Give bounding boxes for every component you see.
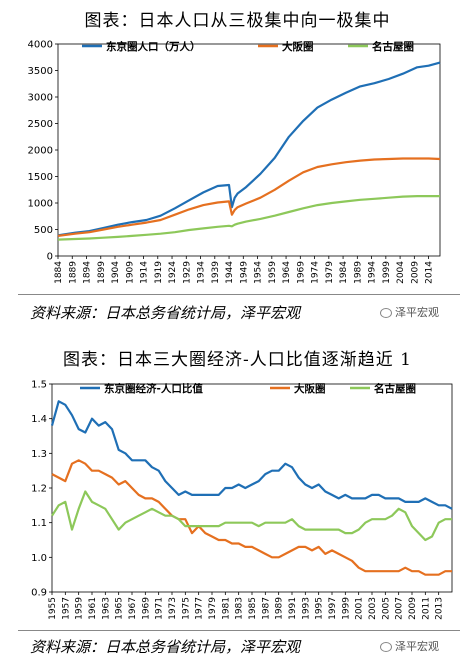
x-tick-label: 2011 — [421, 597, 431, 620]
x-tick-label: 1991 — [288, 597, 298, 620]
chart1-source: 资料来源：日本总务省统计局，泽平宏观 — [30, 304, 301, 322]
x-tick-label: 1961 — [88, 597, 98, 620]
x-tick-label: 1964 — [282, 261, 292, 284]
y-tick-label: 3500 — [28, 66, 53, 77]
x-tick-label: 1965 — [115, 597, 125, 620]
x-tick-label: 1989 — [353, 261, 363, 284]
x-tick-label: 1884 — [54, 261, 64, 284]
x-tick-label: 1924 — [168, 261, 178, 284]
x-tick-label: 1995 — [315, 597, 325, 620]
x-tick-label: 1954 — [254, 261, 264, 284]
legend-label: 东京圈人口（万人） — [106, 40, 201, 53]
x-tick-label: 1894 — [83, 261, 93, 284]
x-tick-label: 2013 — [435, 597, 445, 620]
x-tick-label: 1979 — [208, 597, 218, 620]
x-tick-label: 1909 — [125, 261, 135, 284]
y-tick-label: 1.0 — [31, 553, 47, 564]
y-tick-label: 1500 — [28, 172, 53, 183]
legend-label: 大阪圈 — [282, 40, 314, 53]
x-tick-label: 1987 — [261, 597, 271, 620]
x-tick-label: 1889 — [68, 261, 78, 284]
watermark: 泽平宏观 — [380, 638, 439, 654]
x-tick-label: 1957 — [61, 597, 71, 620]
x-tick-label: 1999 — [382, 261, 392, 284]
x-tick-label: 1969 — [141, 597, 151, 620]
x-tick-label: 1939 — [211, 261, 221, 284]
x-tick-label: 1997 — [328, 597, 338, 620]
legend-label: 东京圈经济-人口比值 — [104, 382, 203, 395]
series-line — [51, 490, 452, 542]
x-tick-label: 1975 — [181, 597, 191, 620]
x-tick-label: 1999 — [341, 597, 351, 620]
legend-label: 名古屋圈 — [374, 382, 416, 395]
x-tick-label: 1955 — [48, 597, 58, 620]
x-tick-label: 2007 — [395, 597, 405, 620]
y-tick-label: 1.4 — [31, 414, 47, 425]
x-tick-label: 1993 — [301, 597, 311, 620]
x-tick-label: 1904 — [111, 261, 121, 284]
series-line — [51, 459, 452, 576]
y-tick-label: 0 — [47, 252, 53, 263]
series-line — [57, 157, 441, 237]
x-tick-label: 1977 — [195, 597, 205, 620]
watermark: 泽平宏观 — [380, 304, 439, 320]
x-tick-label: 2009 — [410, 261, 420, 284]
x-tick-label: 1959 — [75, 597, 85, 620]
y-tick-label: 1000 — [28, 199, 53, 210]
x-tick-label: 2003 — [368, 597, 378, 620]
y-tick-label: 2000 — [28, 146, 53, 157]
wechat-icon — [380, 642, 392, 652]
y-tick-label: 2500 — [28, 119, 53, 130]
x-tick-label: 2001 — [355, 597, 365, 620]
y-tick-label: 3000 — [28, 93, 53, 104]
x-tick-label: 2004 — [396, 261, 406, 284]
x-tick-label: 1919 — [154, 261, 164, 284]
chart1-title: 图表：日本人口从三极集中向一极集中 — [84, 11, 391, 31]
x-tick-label: 1949 — [239, 261, 249, 284]
x-tick-label: 2005 — [381, 597, 391, 620]
x-tick-label: 1983 — [235, 597, 245, 620]
y-tick-label: 1.5 — [31, 380, 47, 391]
x-tick-label: 1899 — [97, 261, 107, 284]
x-tick-label: 2009 — [408, 597, 418, 620]
x-tick-label: 1944 — [225, 261, 235, 284]
wechat-icon — [380, 308, 392, 318]
y-tick-label: 500 — [34, 225, 53, 236]
y-tick-label: 4000 — [28, 40, 53, 51]
divider — [18, 294, 460, 295]
y-tick-label: 1.2 — [31, 484, 47, 495]
legend-label: 名古屋圈 — [372, 40, 414, 53]
x-tick-label: 1963 — [101, 597, 111, 620]
divider — [18, 630, 460, 631]
x-tick-label: 1989 — [275, 597, 285, 620]
series-line — [57, 195, 440, 241]
x-tick-label: 1934 — [197, 261, 207, 284]
x-tick-label: 1979 — [325, 261, 335, 284]
x-tick-label: 1971 — [155, 597, 165, 620]
series-line — [57, 61, 441, 237]
legend-label: 大阪圈 — [294, 382, 326, 395]
chart1-population: 0 500 1000 1500 2000 2500 3000 3500 4000 1884 1889… — [28, 40, 441, 284]
plot-frame — [51, 383, 453, 593]
x-tick-label: 1994 — [368, 261, 378, 284]
x-tick-label: 1984 — [339, 261, 349, 284]
x-tick-label: 1974 — [311, 261, 321, 284]
y-tick-label: 0.9 — [31, 588, 47, 599]
x-tick-label: 1981 — [221, 597, 231, 620]
x-tick-label: 1914 — [140, 261, 150, 284]
x-tick-label: 1985 — [248, 597, 258, 620]
x-tick-label: 1959 — [268, 261, 278, 284]
chart2-source: 资料来源：日本总务省统计局，泽平宏观 — [30, 638, 301, 656]
x-tick-label: 1967 — [128, 597, 138, 620]
x-tick-label: 1969 — [296, 261, 306, 284]
y-tick-label: 1.3 — [31, 449, 47, 460]
series-line — [50, 400, 453, 510]
x-tick-label: 2014 — [425, 261, 435, 284]
x-tick-label: 1973 — [168, 597, 178, 620]
chart2-title: 图表：日本三大圈经济-人口比值逐渐趋近 1 — [63, 350, 412, 370]
x-tick-label: 1929 — [182, 261, 192, 284]
y-tick-label: 1.1 — [31, 518, 47, 529]
